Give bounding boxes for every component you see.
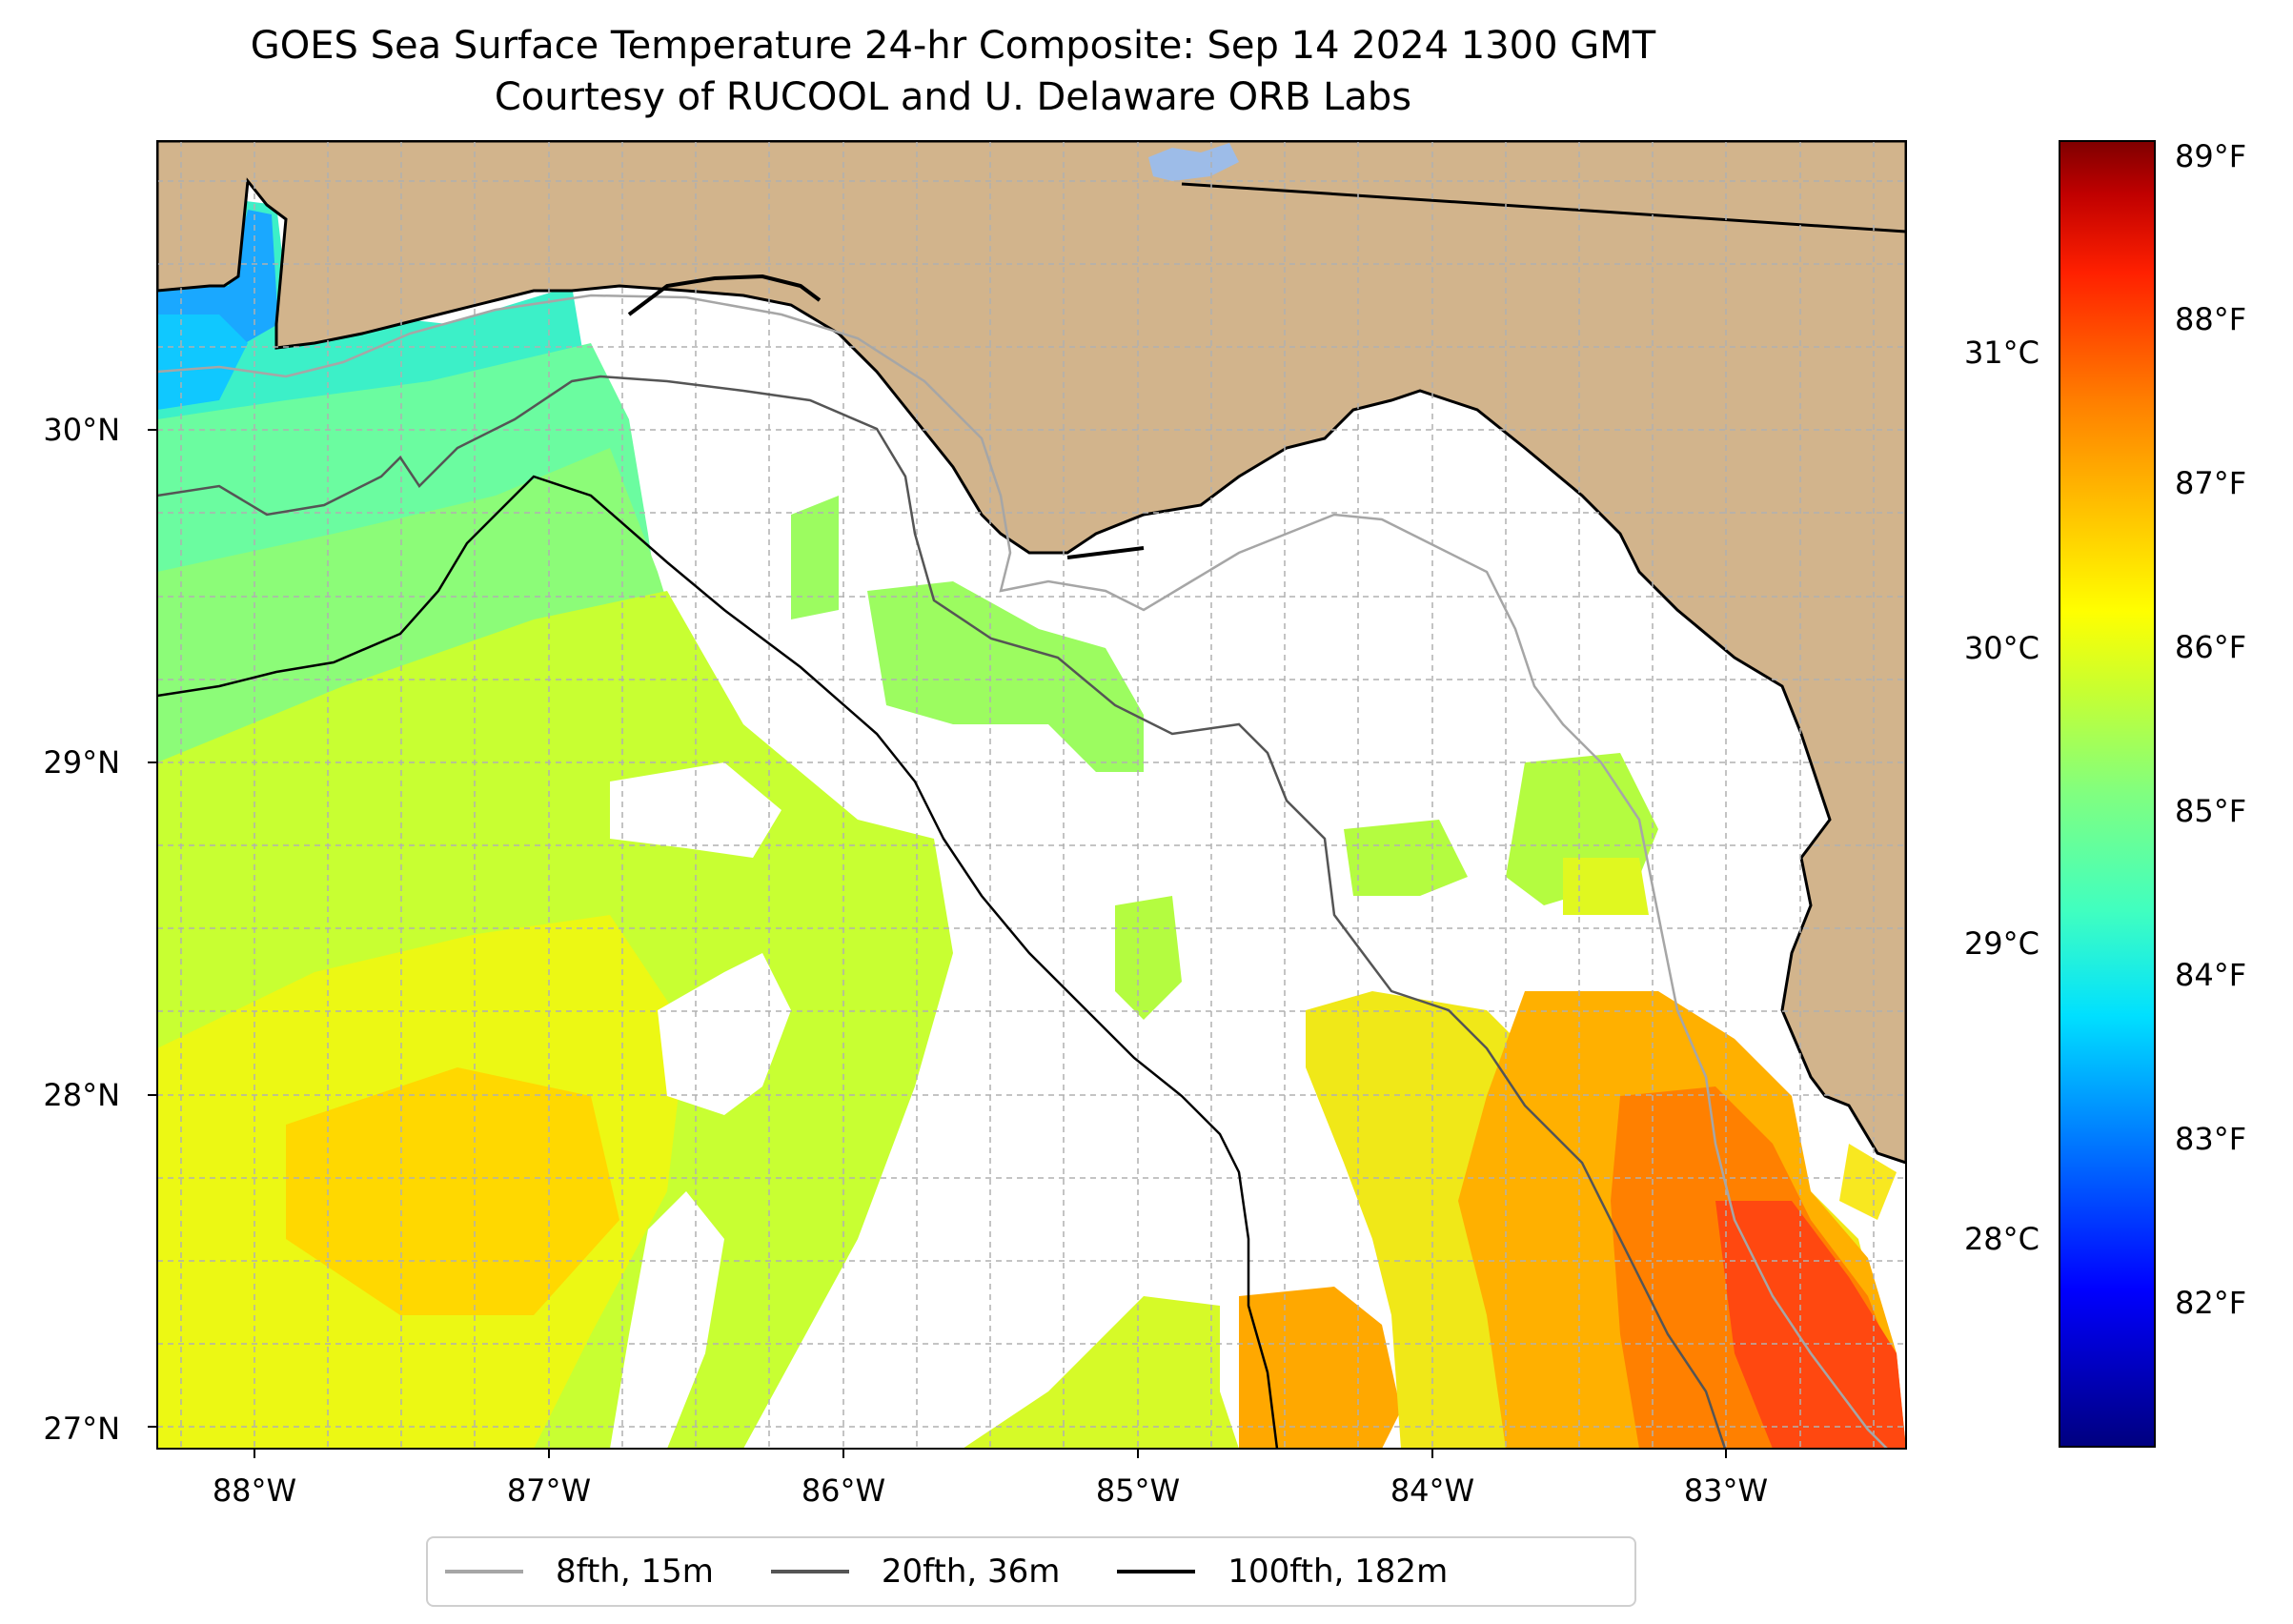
lat-tick-label: 28°N xyxy=(43,1077,120,1113)
isobath-8fth xyxy=(157,294,1888,1449)
lon-tick-label: 87°W xyxy=(506,1472,592,1509)
legend-label: 100fth, 182m xyxy=(1228,1553,1449,1591)
legend-swatch-20fth xyxy=(770,1570,849,1573)
coastline-detail-2 xyxy=(1066,546,1145,559)
lat-tick-label: 30°N xyxy=(43,412,120,448)
legend-item: 8fth, 15m xyxy=(445,1553,714,1591)
state-boundary xyxy=(1181,182,1906,233)
colorbar-f-tick: 88°F xyxy=(2175,301,2247,337)
legend-swatch-8fth xyxy=(445,1570,523,1573)
lat-tick-label: 29°N xyxy=(43,744,120,781)
colorbar-f-tick: 86°F xyxy=(2175,629,2247,665)
colorbar-c-tick: 30°C xyxy=(1963,630,2039,666)
colorbar-c-tick: 31°C xyxy=(1963,335,2039,371)
lon-tick-label: 85°W xyxy=(1095,1472,1181,1509)
plot-frame xyxy=(156,140,1907,1450)
lon-tick-label: 88°W xyxy=(212,1472,297,1509)
colorbar xyxy=(2059,140,2156,1448)
tick-marks xyxy=(148,429,1727,1458)
colorbar-f-tick: 84°F xyxy=(2175,957,2247,993)
isobath-100fth xyxy=(157,475,1279,1449)
legend-item: 100fth, 182m xyxy=(1117,1553,1448,1591)
lake xyxy=(1148,143,1239,181)
gridlines xyxy=(157,141,1906,1449)
coastline-detail xyxy=(627,274,822,316)
colorbar-f-tick: 82°F xyxy=(2175,1285,2247,1321)
colorbar-f-tick: 83°F xyxy=(2175,1121,2247,1157)
colorbar-f-tick: 89°F xyxy=(2175,138,2247,174)
lon-tick-label: 84°W xyxy=(1390,1472,1475,1509)
legend-item: 20fth, 36m xyxy=(770,1553,1061,1591)
lat-tick-label: 27°N xyxy=(43,1411,120,1447)
isobath-legend: 8fth, 15m 20fth, 36m 100fth, 182m xyxy=(426,1536,1636,1607)
isobath-20fth xyxy=(157,375,1727,1449)
legend-label: 20fth, 36m xyxy=(881,1553,1061,1591)
legend-label: 8fth, 15m xyxy=(556,1553,714,1591)
lon-tick-label: 83°W xyxy=(1683,1472,1769,1509)
colorbar-c-tick: 28°C xyxy=(1963,1221,2039,1257)
map-title: GOES Sea Surface Temperature 24-hr Compo… xyxy=(250,24,1656,68)
map-subtitle: Courtesy of RUCOOL and U. Delaware ORB L… xyxy=(494,75,1412,119)
colorbar-f-tick: 85°F xyxy=(2175,793,2247,829)
legend-swatch-100fth xyxy=(1117,1570,1196,1573)
lon-tick-label: 86°W xyxy=(801,1472,886,1509)
land-mass xyxy=(157,141,1906,1165)
colorbar-c-tick: 29°C xyxy=(1963,925,2039,962)
colorbar-f-tick: 87°F xyxy=(2175,465,2247,501)
